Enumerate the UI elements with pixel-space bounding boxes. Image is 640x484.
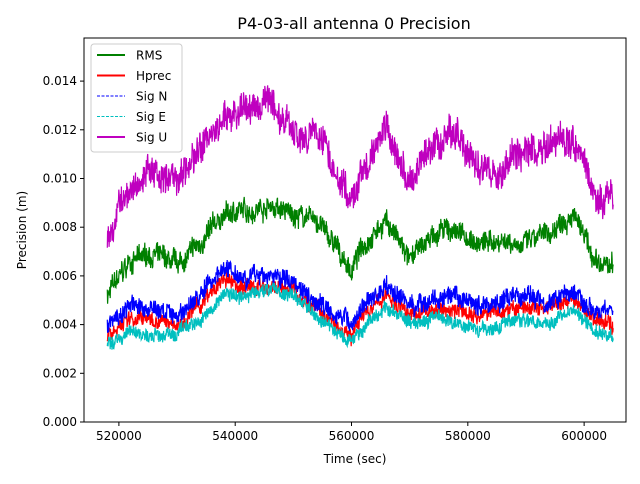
series-line-sig-n — [106, 259, 614, 333]
legend-label: Sig U — [136, 131, 167, 145]
x-axis: 520000 540000 560000 580000 600000 — [96, 422, 607, 443]
y-tick-label: 0.014 — [43, 74, 77, 88]
legend-label: Sig N — [136, 90, 167, 104]
chart-title: P4-03-all antenna 0 Precision — [237, 14, 470, 33]
y-tick-label: 0.006 — [43, 269, 77, 283]
y-tick-label: 0.010 — [43, 171, 77, 185]
y-axis: 0.000 0.002 0.004 0.006 0.008 0.010 0.012 0.014 — [43, 74, 84, 429]
legend-label: Sig E — [136, 110, 166, 124]
series-line-rms — [106, 196, 614, 304]
legend-box — [90, 43, 183, 153]
x-tick-label: 600000 — [561, 429, 607, 443]
legend-label: Hprec — [136, 69, 171, 83]
y-axis-label: Precision (m) — [15, 191, 29, 269]
series-line-hprec — [106, 270, 614, 347]
x-tick-label: 580000 — [445, 429, 491, 443]
series-line-sig-u — [106, 85, 614, 248]
x-axis-label: Time (sec) — [323, 452, 387, 466]
y-tick-label: 0.008 — [43, 220, 77, 234]
legend-label: RMS — [136, 49, 162, 63]
series-line-sig-e — [106, 282, 614, 350]
y-tick-label: 0.000 — [43, 415, 77, 429]
x-tick-label: 560000 — [329, 429, 375, 443]
plot-area — [106, 85, 614, 350]
x-tick-label: 540000 — [212, 429, 258, 443]
y-tick-label: 0.002 — [43, 366, 77, 380]
y-tick-label: 0.012 — [43, 123, 77, 137]
axes-frame — [83, 37, 627, 423]
x-tick-label: 520000 — [96, 429, 142, 443]
legend: RMS Hprec Sig N Sig E Sig U — [90, 43, 183, 153]
y-tick-label: 0.004 — [43, 318, 77, 332]
